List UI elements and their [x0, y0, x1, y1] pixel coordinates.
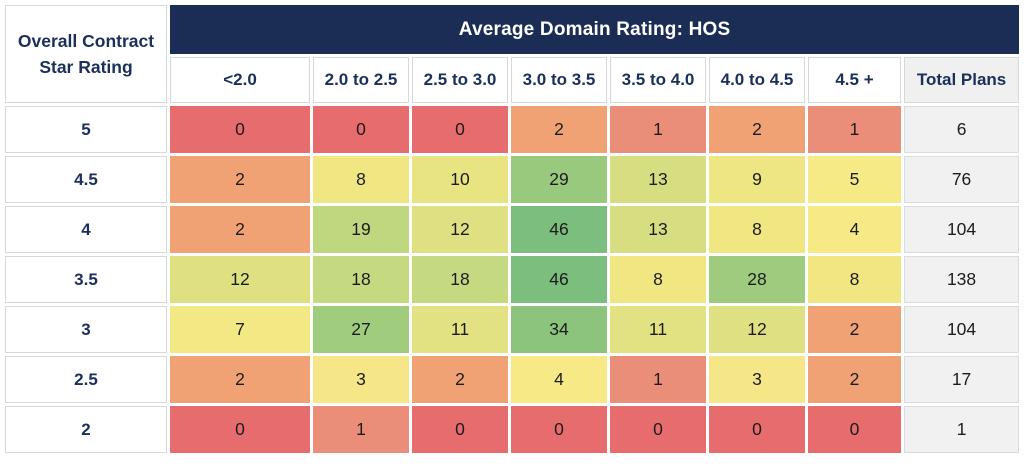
heatmap-cell: 2 — [808, 356, 901, 403]
heatmap-cell: 8 — [610, 256, 706, 303]
row-total-cell: 17 — [904, 356, 1020, 403]
heatmap-cell: 12 — [709, 306, 805, 353]
total-plans-header: Total Plans — [904, 57, 1020, 103]
row-label: 2.5 — [5, 356, 167, 403]
column-header: 3.5 to 4.0 — [610, 57, 706, 103]
row-label: 4.5 — [5, 156, 167, 203]
row-total-cell: 6 — [904, 106, 1020, 153]
heatmap-cell: 8 — [313, 156, 409, 203]
row-label: 3.5 — [5, 256, 167, 303]
heatmap-cell: 0 — [313, 106, 409, 153]
heatmap-cell: 8 — [808, 256, 901, 303]
heatmap-cell: 34 — [511, 306, 607, 353]
heatmap-cell: 29 — [511, 156, 607, 203]
row-total-cell: 138 — [904, 256, 1020, 303]
heatmap-cell: 0 — [709, 406, 805, 453]
heatmap-rows: Overall Contract Star Rating Average Dom… — [5, 5, 1020, 453]
heatmap-cell: 13 — [610, 206, 706, 253]
heatmap-cell: 28 — [709, 256, 805, 303]
heatmap-cell: 3 — [313, 356, 409, 403]
corner-header: Overall Contract Star Rating — [5, 5, 167, 103]
heatmap-cell: 3 — [709, 356, 805, 403]
corner-header-line2: Star Rating — [39, 57, 133, 77]
heatmap-cell: 13 — [610, 156, 706, 203]
row-total-cell: 104 — [904, 306, 1020, 353]
heatmap-cell: 27 — [313, 306, 409, 353]
corner-header-line1: Overall Contract — [17, 30, 155, 51]
heatmap-cell: 12 — [170, 256, 310, 303]
heatmap-cell: 10 — [412, 156, 508, 203]
banner-title: Average Domain Rating: HOS — [170, 5, 1020, 54]
row-label: 3 — [5, 306, 167, 353]
row-total-cell: 1 — [904, 406, 1020, 453]
heatmap-cell: 12 — [412, 206, 508, 253]
row-label: 4 — [5, 206, 167, 253]
heatmap-cell: 1 — [610, 106, 706, 153]
row-label: 5 — [5, 106, 167, 153]
heatmap-cell: 0 — [170, 406, 310, 453]
heatmap-cell: 2 — [170, 206, 310, 253]
table-row: 4 2 19 12 46 13 8 4 104 — [5, 206, 1020, 253]
column-header: 4.5 + — [808, 57, 901, 103]
heatmap-cell: 4 — [808, 206, 901, 253]
heatmap-cell: 0 — [170, 106, 310, 153]
heatmap-cell: 0 — [610, 406, 706, 453]
heatmap-cell: 0 — [511, 406, 607, 453]
table-row: 2.5 2 3 2 4 1 3 2 17 — [5, 356, 1020, 403]
heatmap-cell: 2 — [808, 306, 901, 353]
heatmap-cell: 1 — [610, 356, 706, 403]
table-row: 3.5 12 18 18 46 8 28 8 138 — [5, 256, 1020, 303]
column-header: <2.0 — [170, 57, 310, 103]
heatmap-cell: 5 — [808, 156, 901, 203]
heatmap-cell: 19 — [313, 206, 409, 253]
heatmap-cell: 7 — [170, 306, 310, 353]
heatmap-cell: 2 — [511, 106, 607, 153]
heatmap-cell: 2 — [709, 106, 805, 153]
banner-row: Overall Contract Star Rating Average Dom… — [5, 5, 1020, 103]
heatmap-cell: 8 — [709, 206, 805, 253]
heatmap-cell: 18 — [412, 256, 508, 303]
row-total-cell: 76 — [904, 156, 1020, 203]
heatmap-cell: 46 — [511, 256, 607, 303]
heatmap-cell: 1 — [313, 406, 409, 453]
heatmap-cell: 9 — [709, 156, 805, 203]
column-header: 2.5 to 3.0 — [412, 57, 508, 103]
heatmap-cell: 0 — [412, 406, 508, 453]
heatmap-cell: 4 — [511, 356, 607, 403]
heatmap-cell: 2 — [170, 156, 310, 203]
heatmap-cell: 11 — [412, 306, 508, 353]
star-rating-heatmap-table: Overall Contract Star Rating Average Dom… — [2, 2, 1022, 456]
column-header: 4.0 to 4.5 — [709, 57, 805, 103]
row-label: 2 — [5, 406, 167, 453]
heatmap-cell: 1 — [808, 106, 901, 153]
column-header: 2.0 to 2.5 — [313, 57, 409, 103]
heatmap-cell: 0 — [808, 406, 901, 453]
column-header-row: <2.0 2.0 to 2.5 2.5 to 3.0 3.0 to 3.5 3.5 to… — [5, 57, 1020, 103]
heatmap-cell: 11 — [610, 306, 706, 353]
table-row: 3 7 27 11 34 11 12 2 104 — [5, 306, 1020, 353]
heatmap-cell: 2 — [170, 356, 310, 403]
heatmap-cell: 0 — [412, 106, 508, 153]
heatmap-cell: 2 — [412, 356, 508, 403]
row-total-cell: 104 — [904, 206, 1020, 253]
column-header: 3.0 to 3.5 — [511, 57, 607, 103]
heatmap-cell: 18 — [313, 256, 409, 303]
heatmap-cell: 46 — [511, 206, 607, 253]
table-row: 4.5 2 8 10 29 13 9 5 76 — [5, 156, 1020, 203]
